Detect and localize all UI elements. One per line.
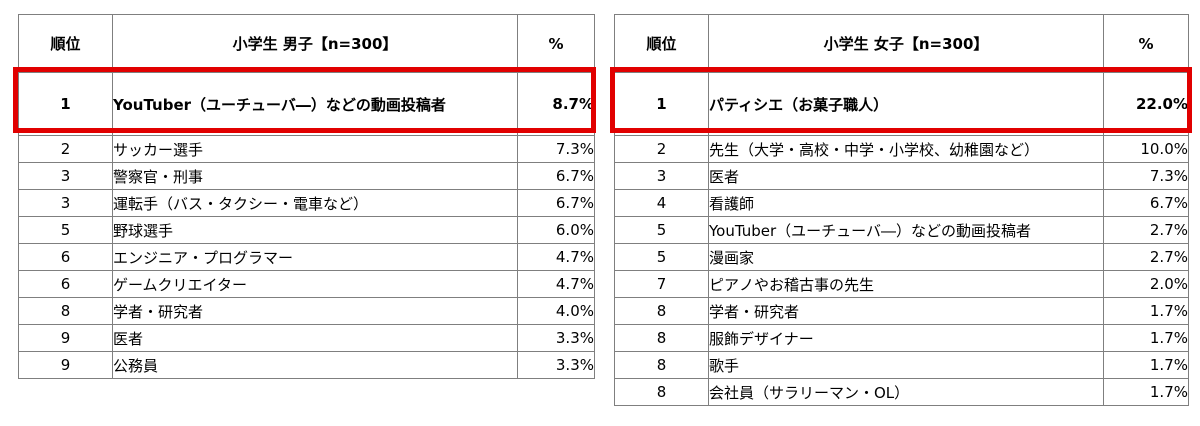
table-row: 5 野球選手 6.0%: [18, 216, 595, 244]
occupation-cell: 先生（大学・高校・中学・小学校、幼稚園など）: [708, 135, 1104, 163]
table-row: 9 公務員 3.3%: [18, 351, 595, 379]
occupation-cell: 服飾デザイナー: [708, 324, 1104, 352]
occupation-cell: 医者: [112, 324, 518, 352]
boys-table-body: 順位 小学生 男子【n=300】 % 1 YouTuber（ユーチューバ―）などの…: [18, 14, 595, 379]
table-row: 2 先生（大学・高校・中学・小学校、幼稚園など） 10.0%: [614, 135, 1189, 163]
rank-cell: 8: [614, 297, 709, 325]
percent-cell: 6.7%: [517, 189, 595, 217]
percent-cell: 10.0%: [1103, 135, 1189, 163]
header-row: 順位 小学生 女子【n=300】 %: [614, 14, 1189, 73]
rank-cell: 3: [614, 162, 709, 190]
rank-cell: 6: [18, 243, 113, 271]
occupation-cell: 公務員: [112, 351, 518, 379]
rank-cell: 2: [614, 135, 709, 163]
rank-cell: 8: [614, 351, 709, 379]
table-row: 6 ゲームクリエイター 4.7%: [18, 270, 595, 298]
occupation-cell: 看護師: [708, 189, 1104, 217]
table-row: 6 エンジニア・プログラマー 4.7%: [18, 243, 595, 271]
percent-cell: 7.3%: [517, 135, 595, 163]
percent-cell: 3.3%: [517, 351, 595, 379]
percent-header: %: [517, 14, 595, 73]
percent-cell: 2.7%: [1103, 243, 1189, 271]
header-row: 順位 小学生 男子【n=300】 %: [18, 14, 595, 73]
occupation-cell: 漫画家: [708, 243, 1104, 271]
percent-cell: 6.0%: [517, 216, 595, 244]
rank-cell: 9: [18, 324, 113, 352]
occupation-cell: ピアノやお稽古事の先生: [708, 270, 1104, 298]
title-header: 小学生 男子【n=300】: [112, 14, 518, 73]
table-row: 2 サッカー選手 7.3%: [18, 135, 595, 163]
table-row: 3 運転手（バス・タクシー・電車など） 6.7%: [18, 189, 595, 217]
rank-cell: 1: [614, 72, 709, 136]
table-row: 3 警察官・刑事 6.7%: [18, 162, 595, 190]
percent-cell: 7.3%: [1103, 162, 1189, 190]
table-row: 9 医者 3.3%: [18, 324, 595, 352]
girls-table-body: 順位 小学生 女子【n=300】 % 1 パティシエ（お菓子職人） 22.0% 2 先生…: [614, 14, 1189, 406]
rank-cell: 5: [614, 243, 709, 271]
occupation-cell: 学者・研究者: [112, 297, 518, 325]
occupation-cell: エンジニア・プログラマー: [112, 243, 518, 271]
girls-ranking-table: 順位 小学生 女子【n=300】 % 1 パティシエ（お菓子職人） 22.0% 2 先生…: [614, 14, 1189, 406]
occupation-cell: サッカー選手: [112, 135, 518, 163]
occupation-cell: 歌手: [708, 351, 1104, 379]
rank-header: 順位: [614, 14, 709, 73]
occupation-cell: 運転手（バス・タクシー・電車など）: [112, 189, 518, 217]
rank-cell: 8: [614, 324, 709, 352]
occupation-cell: ゲームクリエイター: [112, 270, 518, 298]
table-row: 8 学者・研究者 4.0%: [18, 297, 595, 325]
occupation-cell: YouTuber（ユーチューバ―）などの動画投稿者: [112, 72, 518, 136]
table-row: 3 医者 7.3%: [614, 162, 1189, 190]
percent-cell: 3.3%: [517, 324, 595, 352]
title-header: 小学生 女子【n=300】: [708, 14, 1104, 73]
boys-ranking-table: 順位 小学生 男子【n=300】 % 1 YouTuber（ユーチューバ―）などの…: [18, 14, 595, 379]
percent-cell: 4.7%: [517, 243, 595, 271]
rank-cell: 1: [18, 72, 113, 136]
rank-cell: 3: [18, 189, 113, 217]
occupation-cell: 学者・研究者: [708, 297, 1104, 325]
occupation-cell: 会社員（サラリーマン・OL）: [708, 378, 1104, 406]
percent-cell: 4.7%: [517, 270, 595, 298]
rank-cell: 2: [18, 135, 113, 163]
table-row: 8 歌手 1.7%: [614, 351, 1189, 379]
rank-cell: 9: [18, 351, 113, 379]
rank-cell: 4: [614, 189, 709, 217]
table-row: 5 漫画家 2.7%: [614, 243, 1189, 271]
table-row: 1 パティシエ（お菓子職人） 22.0%: [614, 72, 1189, 136]
occupation-cell: 医者: [708, 162, 1104, 190]
rank-cell: 5: [614, 216, 709, 244]
percent-cell: 2.7%: [1103, 216, 1189, 244]
percent-cell: 8.7%: [517, 72, 595, 136]
occupation-cell: YouTuber（ユーチューバ―）などの動画投稿者: [708, 216, 1104, 244]
table-row: 7 ピアノやお稽古事の先生 2.0%: [614, 270, 1189, 298]
rank-cell: 6: [18, 270, 113, 298]
percent-cell: 1.7%: [1103, 297, 1189, 325]
rank-cell: 3: [18, 162, 113, 190]
percent-cell: 22.0%: [1103, 72, 1189, 136]
table-row: 8 服飾デザイナー 1.7%: [614, 324, 1189, 352]
percent-cell: 2.0%: [1103, 270, 1189, 298]
table-row: 8 会社員（サラリーマン・OL） 1.7%: [614, 378, 1189, 406]
percent-cell: 4.0%: [517, 297, 595, 325]
table-row: 5 YouTuber（ユーチューバ―）などの動画投稿者 2.7%: [614, 216, 1189, 244]
occupation-cell: 野球選手: [112, 216, 518, 244]
percent-cell: 6.7%: [517, 162, 595, 190]
table-row: 1 YouTuber（ユーチューバ―）などの動画投稿者 8.7%: [18, 72, 595, 136]
percent-cell: 1.7%: [1103, 324, 1189, 352]
rank-cell: 5: [18, 216, 113, 244]
occupation-cell: パティシエ（お菓子職人）: [708, 72, 1104, 136]
percent-cell: 1.7%: [1103, 378, 1189, 406]
percent-cell: 6.7%: [1103, 189, 1189, 217]
table-row: 8 学者・研究者 1.7%: [614, 297, 1189, 325]
percent-cell: 1.7%: [1103, 351, 1189, 379]
percent-header: %: [1103, 14, 1189, 73]
rank-header: 順位: [18, 14, 113, 73]
rank-cell: 8: [18, 297, 113, 325]
table-row: 4 看護師 6.7%: [614, 189, 1189, 217]
occupation-cell: 警察官・刑事: [112, 162, 518, 190]
rank-cell: 8: [614, 378, 709, 406]
rank-cell: 7: [614, 270, 709, 298]
